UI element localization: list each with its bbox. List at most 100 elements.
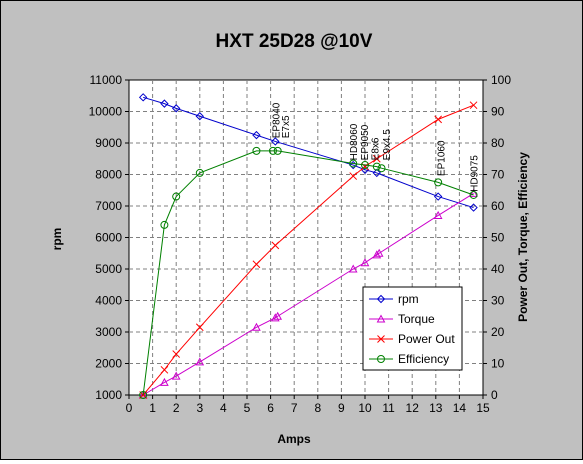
data-point-rpm [271, 137, 280, 146]
y-tick-label: 4000 [95, 294, 122, 308]
annotation-label: E7x5 [281, 115, 292, 138]
legend-item-efficiency: Efficiency [369, 352, 449, 366]
y2-tick-label: 30 [491, 294, 505, 308]
legend-marker [376, 294, 386, 304]
data-point-efficiency [139, 391, 148, 399]
y-tick-label: 1000 [95, 388, 122, 402]
data-point-rpm [372, 168, 382, 178]
grid [129, 80, 483, 395]
data-point-torque [433, 210, 443, 219]
series-efficiency [139, 146, 478, 399]
data-point-efficiency [160, 220, 169, 229]
y-tick-label: 2000 [95, 357, 122, 371]
data-point-torque [171, 371, 181, 380]
annotation-label: EP9050 [360, 124, 371, 160]
series-line-torque [142, 192, 474, 396]
y2-tick-label: 70 [491, 168, 505, 182]
series-rpm [138, 93, 478, 212]
y2-axis-ticks: 0 10 20 30 40 50 60 70 80 90 100 [483, 73, 511, 402]
data-point-rpm [195, 112, 205, 121]
legend-item-torque: Torque [369, 312, 435, 326]
chart-title: HXT 25D28 @10V [216, 31, 373, 52]
annotation-label: E8x6 [370, 137, 381, 160]
series-layer [138, 93, 478, 399]
data-point-efficiency [268, 146, 277, 155]
data-point-power-out [172, 350, 181, 358]
x-tick-label: 0 [126, 401, 133, 415]
y2-tick-label: 10 [491, 357, 505, 371]
annotation-label: HD9075 [470, 155, 481, 192]
data-point-power-out [372, 154, 381, 163]
y-tick-label: 3000 [95, 325, 122, 339]
data-point-torque [195, 357, 205, 366]
data-point-torque [360, 258, 370, 267]
data-point-efficiency [195, 168, 204, 177]
data-point-efficiency [361, 161, 369, 170]
data-point-power-out [469, 101, 478, 110]
data-point-power-out [349, 172, 358, 180]
data-point-power-out [252, 260, 261, 269]
annotation-label: EP8040 [271, 102, 282, 138]
y2-tick-label: 90 [491, 105, 505, 119]
x-tick-label: 10 [358, 401, 372, 415]
y-tick-label: 11000 [90, 73, 123, 87]
data-point-torque [252, 322, 261, 331]
y-tick-label: 9000 [95, 136, 122, 150]
data-point-rpm [138, 93, 148, 102]
legend-marker [377, 335, 385, 343]
y-tick-label: 5000 [95, 262, 122, 276]
x-tick-label: 7 [291, 401, 298, 415]
data-point-torque [348, 264, 358, 273]
data-point-torque [469, 188, 478, 197]
data-point-torque [270, 313, 280, 322]
x-tick-label: 9 [338, 401, 345, 415]
x-tick-label: 15 [476, 401, 490, 415]
legend-item-power-out: Power Out [369, 332, 455, 346]
legend: rpm Torque Power Out Efficiency [362, 286, 463, 371]
x-tick-label: 2 [173, 401, 180, 415]
data-point-efficiency [349, 159, 358, 168]
data-point-efficiency [252, 146, 261, 155]
annotation-label: E9x4.5 [382, 129, 393, 161]
data-point-efficiency [377, 164, 386, 173]
data-point-power-out [160, 365, 169, 374]
legend-item-rpm: rpm [369, 292, 419, 306]
y-axis-ticks: 1000 2000 3000 4000 5000 6000 7000 8000 9000 1000… [89, 73, 129, 402]
series-line-rpm [143, 96, 474, 209]
y-tick-label: 6000 [95, 231, 122, 245]
x-axis-label: Amps [277, 432, 311, 446]
series-line-efficiency [142, 150, 474, 396]
x-tick-label: 11 [382, 401, 395, 415]
x-tick-label: 3 [196, 401, 203, 415]
data-point-torque [374, 248, 384, 257]
legend-label: Efficiency [398, 352, 449, 366]
legend-marker [377, 355, 385, 363]
legend-label: Power Out [398, 332, 455, 346]
data-point-efficiency [172, 192, 181, 201]
data-point-torque [160, 377, 169, 386]
x-tick-label: 6 [267, 401, 274, 415]
data-point-rpm [433, 192, 443, 201]
data-point-efficiency [273, 146, 282, 155]
x-tick-label: 5 [244, 401, 251, 415]
data-point-power-out [195, 323, 204, 332]
annotation-label: HD8060 [349, 123, 360, 160]
data-point-rpm [171, 104, 181, 113]
y2-tick-label: 40 [491, 262, 505, 276]
x-tick-label: 12 [406, 401, 420, 415]
data-point-rpm [469, 203, 478, 212]
data-point-torque [273, 311, 283, 320]
x-axis-ticks: 0 1 2 3 4 5 6 7 8 9 10 11 12 13 14 15 [126, 395, 490, 415]
x-tick-label: 8 [314, 401, 321, 415]
y2-tick-label: 60 [491, 199, 505, 213]
y2-tick-label: 80 [491, 136, 505, 150]
x-tick-label: 14 [453, 401, 467, 415]
data-point-efficiency [372, 162, 381, 171]
x-tick-label: 1 [149, 401, 156, 415]
data-point-rpm [252, 130, 261, 140]
y2-tick-label: 20 [491, 325, 505, 339]
y2-axis-label: Power Out, Torque, Efficiency [516, 152, 530, 322]
